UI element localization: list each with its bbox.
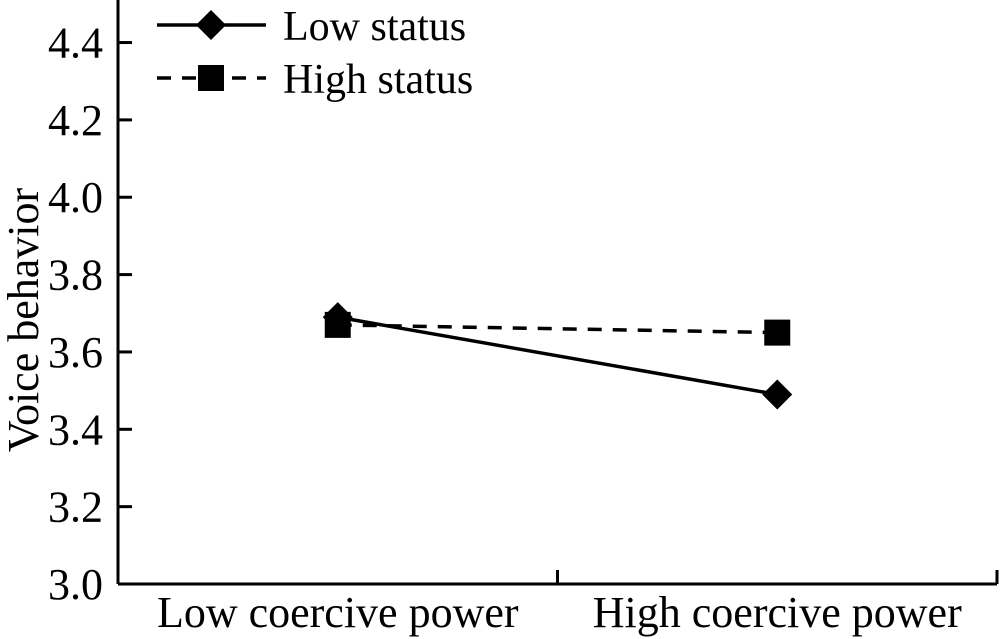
axes	[116, 0, 997, 586]
x-axis-category-label-high-coercive-power: High coercive power	[593, 588, 962, 637]
axis-ticks	[118, 41, 999, 586]
y-axis-tick-label: 4.4	[48, 19, 103, 68]
y-axis-tick-label: 4.0	[48, 173, 103, 222]
y-axis-tick-label: 4.2	[48, 96, 103, 145]
legend-item-label: High status	[283, 57, 473, 103]
legend-item-label: Low status	[283, 4, 466, 50]
series-marker-square-high-status	[324, 311, 351, 338]
y-axis-tick-label: 3.2	[48, 483, 103, 532]
y-axis-tick-label: 3.8	[48, 251, 103, 300]
series-marker-square-high-status	[764, 319, 791, 346]
series-marker-diamond-low-status	[762, 379, 793, 410]
data-series	[322, 302, 793, 410]
y-axis-tick-label: 3.0	[48, 560, 103, 609]
legend: Low status High status	[157, 4, 473, 103]
legend-marker-square	[198, 65, 224, 91]
x-axis-category-label-low-coercive-power: Low coercive power	[157, 588, 519, 637]
series-line-low-status	[337, 315, 778, 397]
y-axis-tick-label: 3.4	[48, 405, 103, 454]
y-axis-tick-label: 3.6	[48, 328, 103, 377]
legend-item-low-status: Low status	[157, 4, 466, 50]
legend-item-high-status: High status	[157, 57, 473, 103]
y-axis-title: Voice behavior	[0, 187, 48, 452]
legend-marker-diamond	[196, 10, 226, 40]
axis-tick-labels: 3.0 3.2 3.4 3.6 3.8 4.0 4.2 4.4 Low coercive pow…	[48, 19, 962, 637]
